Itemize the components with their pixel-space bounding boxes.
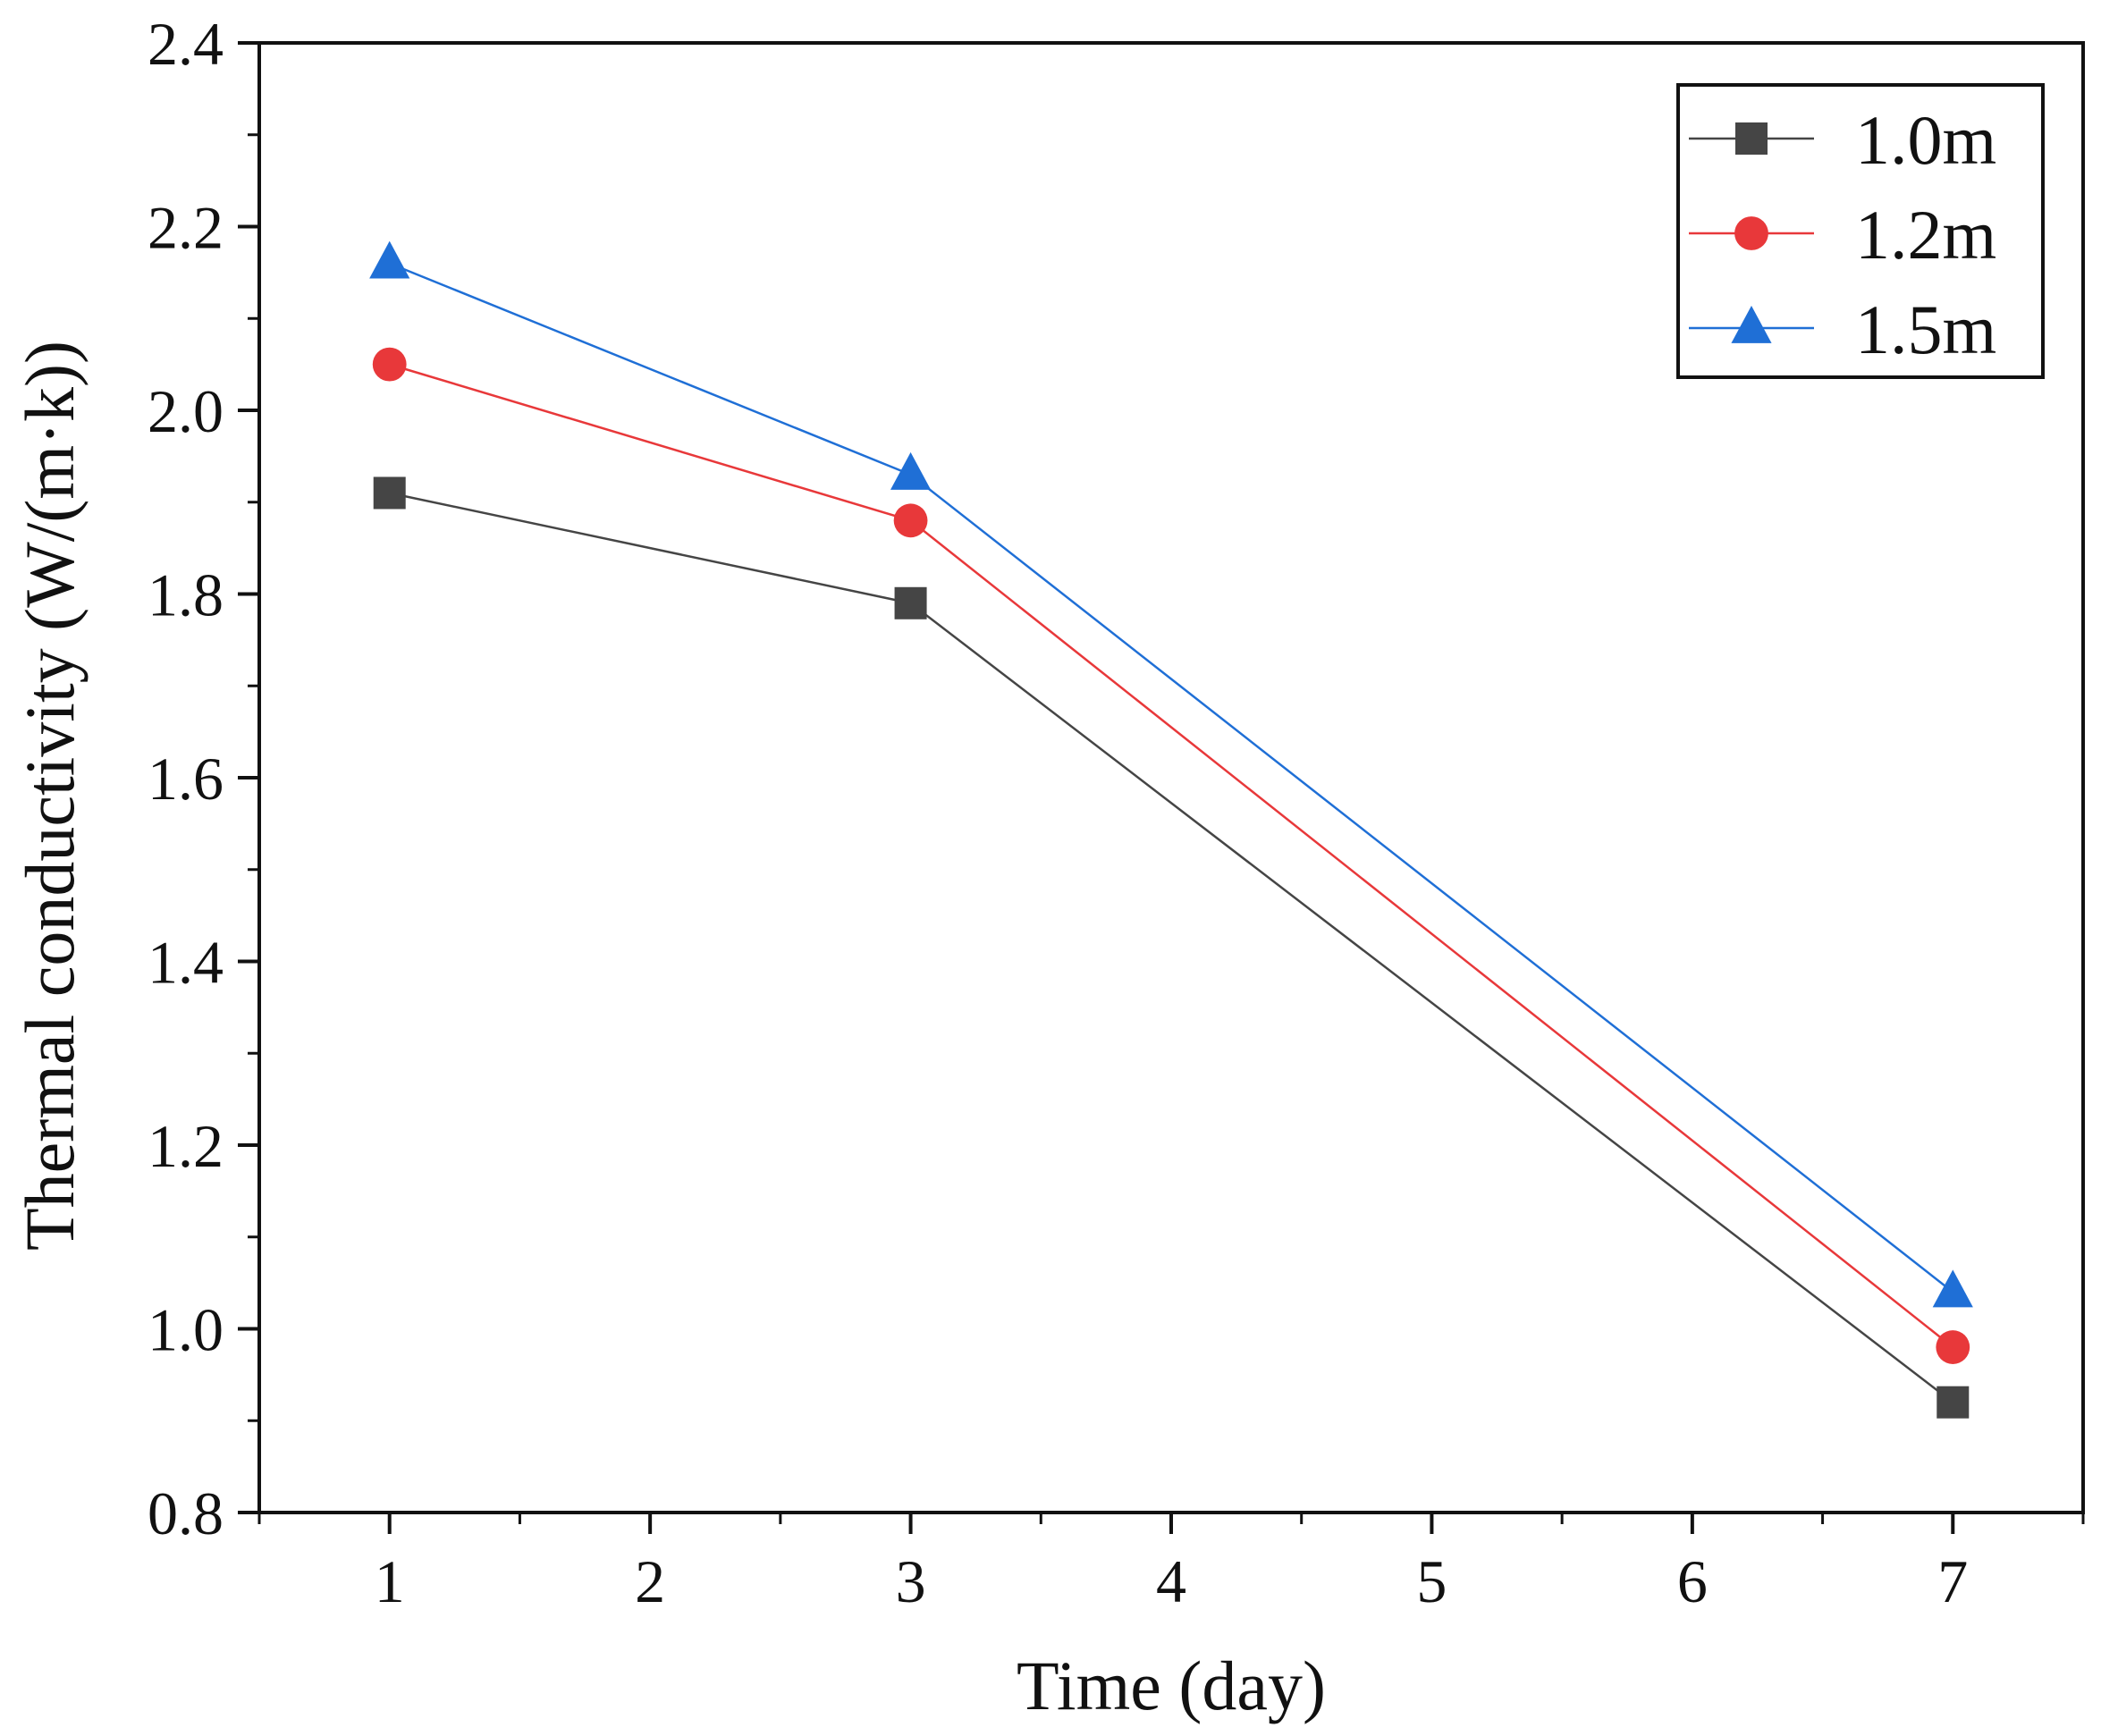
legend-item-1.2m: 1.2m <box>1689 196 1996 274</box>
y-tick-label: 1.6 <box>148 745 224 813</box>
x-tick-label: 5 <box>1416 1547 1447 1615</box>
y-axis-title: Thermal conductivity (W/(m·k)) <box>11 341 89 1251</box>
x-tick-label: 4 <box>1156 1547 1186 1615</box>
y-tick-label: 1.4 <box>148 929 224 997</box>
legend-label: 1.5m <box>1855 291 1996 368</box>
y-tick-label: 1.2 <box>148 1112 224 1180</box>
legend-item-1.0m: 1.0m <box>1689 101 1996 179</box>
legend: 1.0m 1.2m 1.5m <box>1676 83 2045 379</box>
legend-marker <box>1734 216 1768 250</box>
data-point-1.2m <box>1936 1330 1970 1364</box>
x-tick-label: 7 <box>1937 1547 1968 1615</box>
y-tick-label: 1.0 <box>148 1296 224 1364</box>
data-point-1.5m <box>890 451 932 490</box>
data-point-1.5m <box>369 240 410 279</box>
axes: 0.8 1.0 1.2 1.4 1.6 1.8 2.0 2.2 2.4 1 2 3 4 5 6 7 <box>148 10 2085 1615</box>
data-point-1.0m <box>1936 1386 1970 1419</box>
legend-label: 1.2m <box>1855 196 1996 274</box>
series-1.2m <box>372 347 1970 1364</box>
data-point-1.2m <box>893 503 928 538</box>
legend-item-1.5m: 1.5m <box>1689 291 1996 368</box>
data-point-1.2m <box>372 347 407 382</box>
y-tick-label: 2.4 <box>148 10 224 78</box>
y-tick-label: 1.8 <box>148 561 224 629</box>
legend-marker <box>1735 122 1768 155</box>
x-tick-label: 3 <box>896 1547 926 1615</box>
y-tick-label: 2.0 <box>148 377 224 445</box>
x-tick-label: 1 <box>375 1547 405 1615</box>
y-tick-label: 0.8 <box>148 1479 224 1547</box>
x-axis-title: Time (day) <box>1017 1647 1326 1724</box>
legend-label: 1.0m <box>1855 101 1996 179</box>
y-tick-label: 2.2 <box>148 194 224 262</box>
x-tick-label: 6 <box>1677 1547 1708 1615</box>
data-point-1.0m <box>894 586 927 619</box>
x-tick-label: 2 <box>635 1547 665 1615</box>
series-1.0m <box>373 476 1970 1419</box>
series-group <box>369 240 1973 1419</box>
series-1.5m <box>369 240 1973 1308</box>
data-point-1.5m <box>1932 1269 1973 1308</box>
data-point-1.0m <box>373 476 406 510</box>
legend-marker <box>1731 306 1772 343</box>
